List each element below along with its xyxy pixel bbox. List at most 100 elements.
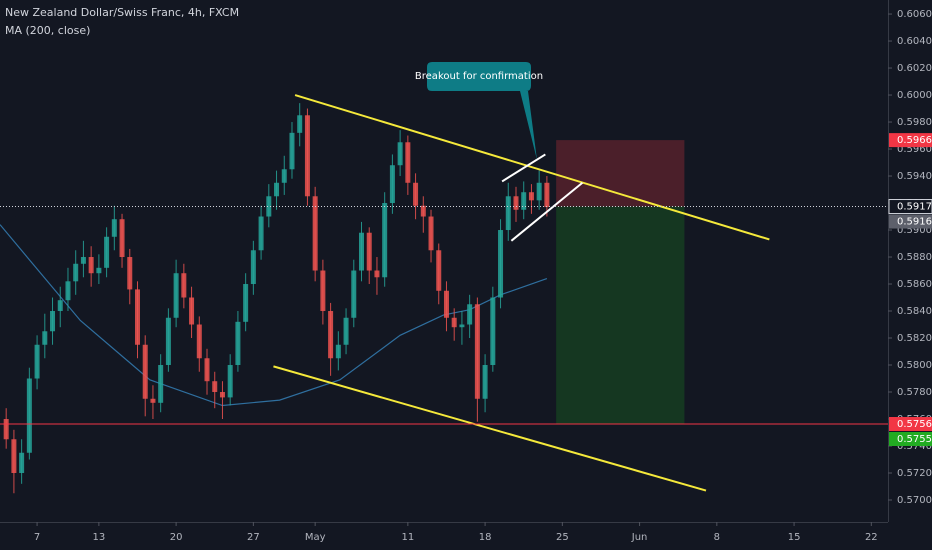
candle-body <box>196 324 202 359</box>
candle-body <box>219 392 225 398</box>
candle-body <box>374 270 380 278</box>
candle-body <box>413 182 419 206</box>
candle-body <box>335 344 341 359</box>
candle-body <box>127 257 133 290</box>
x-tick-label: 7 <box>34 532 40 543</box>
ma-line <box>0 224 548 407</box>
candle-body <box>181 273 187 298</box>
candle-body <box>212 381 218 393</box>
candle-body <box>297 115 303 133</box>
candle-body <box>536 182 542 201</box>
y-tick-label: 0.57000 <box>897 495 932 506</box>
candle-body <box>42 331 48 345</box>
candle-body <box>250 250 256 285</box>
candle-body <box>50 311 56 332</box>
candle-body <box>443 290 449 318</box>
candle-body <box>158 365 164 403</box>
candle-body <box>73 263 79 282</box>
candle-body <box>467 304 473 325</box>
plot-area <box>0 94 888 494</box>
candle-body <box>304 115 310 197</box>
price-label-box <box>889 133 932 148</box>
candle-body <box>243 284 249 322</box>
candle-body <box>521 192 527 210</box>
candle-body <box>235 321 241 366</box>
price-label-box <box>889 214 932 229</box>
candle-body <box>165 317 171 366</box>
stop-zone <box>556 140 685 207</box>
candle-body <box>57 300 63 312</box>
trend-line <box>501 153 546 183</box>
candle-body <box>281 169 287 183</box>
candle-body <box>150 398 156 403</box>
candle-body <box>482 365 488 399</box>
candle-body <box>26 378 32 453</box>
price-label-box <box>889 416 932 431</box>
x-tick-label: 22 <box>865 532 878 543</box>
price-label: 0.59166 <box>897 217 932 228</box>
price-label: 0.57563 <box>897 419 932 430</box>
candle-body <box>11 439 17 473</box>
candle-body <box>104 236 110 268</box>
candle-body <box>189 297 195 325</box>
candle-body <box>88 257 94 274</box>
candle-body <box>80 257 86 264</box>
candle-body <box>111 219 117 237</box>
candle-body <box>19 452 25 473</box>
candle-body <box>3 419 9 440</box>
price-label-box <box>888 199 932 215</box>
candle-body <box>544 182 550 208</box>
trend-line <box>294 94 770 241</box>
x-tick-label: Jun <box>631 532 648 543</box>
candle-body <box>289 132 295 170</box>
callout: Breakout for confirmation <box>415 62 543 160</box>
candle-body <box>451 317 457 328</box>
candle-body <box>173 273 179 318</box>
price-label-box <box>889 431 932 446</box>
trend-line <box>510 181 584 242</box>
price-label: 0.57559 <box>897 434 932 445</box>
candle-body <box>266 196 272 217</box>
candle-body <box>312 196 318 271</box>
candle-body <box>258 216 264 251</box>
candle-body <box>513 196 519 210</box>
x-tick-label: 8 <box>714 532 720 543</box>
candle-body <box>428 216 434 251</box>
trend-line <box>273 365 707 492</box>
candle-body <box>382 203 388 278</box>
candle-body <box>96 267 102 274</box>
callout-text: Breakout for confirmation <box>415 71 543 82</box>
x-tick-label: 13 <box>93 532 106 543</box>
indicator-label: MA (200, close) <box>5 24 90 37</box>
candle-body <box>328 311 334 359</box>
candle-body <box>204 358 210 382</box>
candle-body <box>505 196 511 231</box>
candle-body <box>351 270 357 318</box>
candle-body <box>227 365 233 398</box>
candle-body <box>436 250 442 291</box>
x-tick-label: 27 <box>247 532 260 543</box>
target-zone <box>556 206 685 424</box>
candle-body <box>498 230 504 298</box>
x-tick-label: 15 <box>788 532 801 543</box>
candle-body <box>142 344 148 399</box>
callout-bubble <box>427 62 537 160</box>
candle-body <box>134 289 140 345</box>
price-label: 0.59666 <box>897 135 932 146</box>
x-tick-label: 11 <box>401 532 414 543</box>
candle-body <box>320 270 326 312</box>
